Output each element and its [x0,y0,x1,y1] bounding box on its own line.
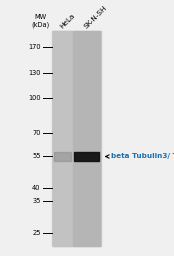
Text: 35: 35 [32,198,41,204]
Bar [54,152,71,161]
Text: 55: 55 [32,154,41,159]
Text: 130: 130 [28,70,41,76]
Bar [73,31,100,246]
Text: 100: 100 [28,95,41,101]
Text: SK-N-SH: SK-N-SH [82,4,108,29]
Bar [74,152,99,161]
Text: 40: 40 [32,185,41,190]
Text: 170: 170 [28,44,41,50]
Text: 25: 25 [32,230,41,236]
Bar [52,31,101,246]
Bar [53,31,72,246]
Text: HeLa: HeLa [58,12,76,29]
Text: 70: 70 [32,130,41,136]
Text: beta Tubulin3/ TUJ1: beta Tubulin3/ TUJ1 [111,154,174,159]
Text: MW
(kDa): MW (kDa) [31,14,50,28]
